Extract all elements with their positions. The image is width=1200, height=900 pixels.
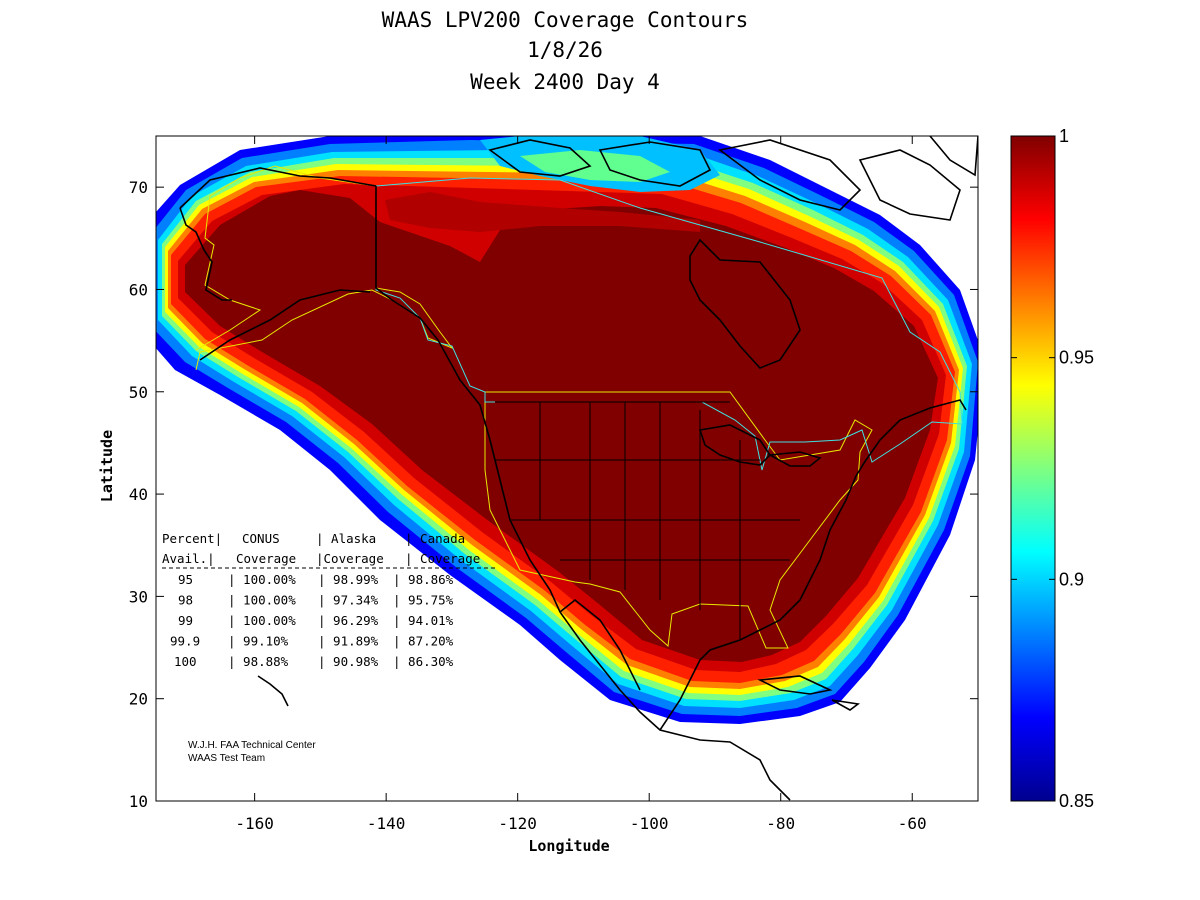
chart-title-line-3: Week 2400 Day 4 (470, 70, 660, 94)
x-axis-label: Longitude (528, 837, 609, 855)
table-cell: | 87.20% (393, 634, 454, 649)
x-tick-label: -140 (367, 814, 406, 833)
alaska-boundary (195, 165, 454, 371)
conus-boundary (484, 391, 873, 649)
hdr1-col-3: | Canada (405, 531, 465, 546)
coverage-contours (156, 136, 978, 724)
credit-line-2: WAAS Test Team (188, 753, 265, 764)
table-cell: | 98.88% (228, 654, 289, 669)
contour-1.00 (185, 190, 938, 662)
table-cell: | 90.98% (318, 654, 379, 669)
table-cell: | 99.10% (228, 634, 289, 649)
x-tick-label: -160 (235, 814, 274, 833)
table-cell: | 97.34% (318, 593, 379, 608)
service-boundaries (195, 165, 963, 649)
credit-line-1: W.J.H. FAA Technical Center (188, 740, 316, 751)
table-cell: 98 (178, 593, 193, 608)
y-tick-label: 20 (129, 690, 148, 709)
table-cell: | 98.99% (318, 572, 379, 587)
colorbar-ticks: 1 0.95 0.9 0.85 (1011, 126, 1094, 811)
table-cell: | 100.00% (228, 572, 296, 587)
x-axis-ticks: -160 -140 -120 -100 -80 -60 (235, 136, 927, 833)
table-cell: 100 (174, 654, 197, 669)
contour-arctic-inner (520, 150, 670, 182)
table-cell: | 98.86% (393, 572, 454, 587)
y-tick-label: 40 (129, 485, 148, 504)
y-axis-label: Latitude (98, 430, 116, 502)
table-row: 98 | 100.00% | 97.34% | 95.75% (178, 593, 454, 608)
hdr1-col-0: Percent| (162, 531, 222, 546)
hdr1-col-1: CONUS (242, 531, 280, 546)
table-cell: | 100.00% (228, 593, 296, 608)
table-cell: 95 (178, 572, 193, 587)
table-row: 100 | 98.88% | 90.98% | 86.30% (174, 654, 454, 669)
table-cell: | 86.30% (393, 654, 454, 669)
chart-title-line-2: 1/8/26 (527, 38, 603, 62)
hudson-bay (689, 238, 801, 369)
coastlines (179, 136, 978, 801)
hdr2-col-3: | Coverage (405, 551, 480, 566)
x-tick-label: -120 (498, 814, 537, 833)
table-header-2: Avail.| Coverage |Coverage | Coverage (162, 551, 480, 566)
coverage-table: Percent| CONUS | Alaska | Canada Avail.|… (162, 531, 498, 669)
x-tick-label: -80 (766, 814, 795, 833)
table-row: 99 | 100.00% | 96.29% | 94.01% (178, 613, 454, 628)
colorbar-tick-label: 1 (1059, 126, 1069, 146)
table-cell: | 95.75% (393, 593, 454, 608)
y-tick-label: 60 (129, 280, 148, 299)
y-tick-label: 70 (129, 178, 148, 197)
caribbean-islands (257, 675, 861, 711)
table-cell: | 100.00% (228, 613, 296, 628)
greenland-coast (929, 136, 978, 177)
colorbar-tick-label: 0.9 (1059, 569, 1084, 589)
arctic-islands (488, 139, 961, 221)
table-row: 95 | 100.00% | 98.99% | 98.86% (178, 572, 454, 587)
great-lakes (698, 424, 822, 467)
table-header-1: Percent| CONUS | Alaska | Canada (162, 531, 465, 546)
colorbar (1010, 135, 1056, 802)
table-cell: 99.9 (170, 634, 200, 649)
table-cell: 99 (178, 613, 193, 628)
north-america-coast (437, 339, 967, 801)
hdr2-col-0: Avail.| (162, 551, 215, 566)
y-tick-label: 10 (129, 792, 148, 811)
y-axis-ticks: 10 20 30 40 50 60 70 (129, 178, 978, 811)
us-state-borders (495, 401, 800, 640)
colorbar-tick-label: 0.85 (1059, 791, 1094, 811)
table-row: 99.9 | 99.10% | 91.89% | 87.20% (170, 634, 454, 649)
table-cell: | 91.89% (318, 634, 379, 649)
canada-boundary (375, 177, 963, 471)
hdr1-col-2: | Alaska (316, 531, 376, 546)
chart-title-line-1: WAAS LPV200 Coverage Contours (382, 8, 749, 32)
hdr2-col-2: |Coverage (316, 551, 384, 566)
contour-1.00-north (385, 192, 700, 232)
y-tick-label: 50 (129, 383, 148, 402)
plot-frame (155, 135, 979, 802)
y-tick-label: 30 (129, 587, 148, 606)
hdr2-col-1: Coverage (236, 551, 296, 566)
x-tick-label: -60 (898, 814, 927, 833)
x-tick-label: -100 (630, 814, 669, 833)
table-cell: | 94.01% (393, 613, 454, 628)
table-cell: | 96.29% (318, 613, 379, 628)
colorbar-tick-label: 0.95 (1059, 348, 1094, 368)
alaska-coast (179, 167, 439, 361)
table-rows: 95 | 100.00% | 98.99% | 98.86% 98 | 100.00% | … (170, 572, 454, 669)
